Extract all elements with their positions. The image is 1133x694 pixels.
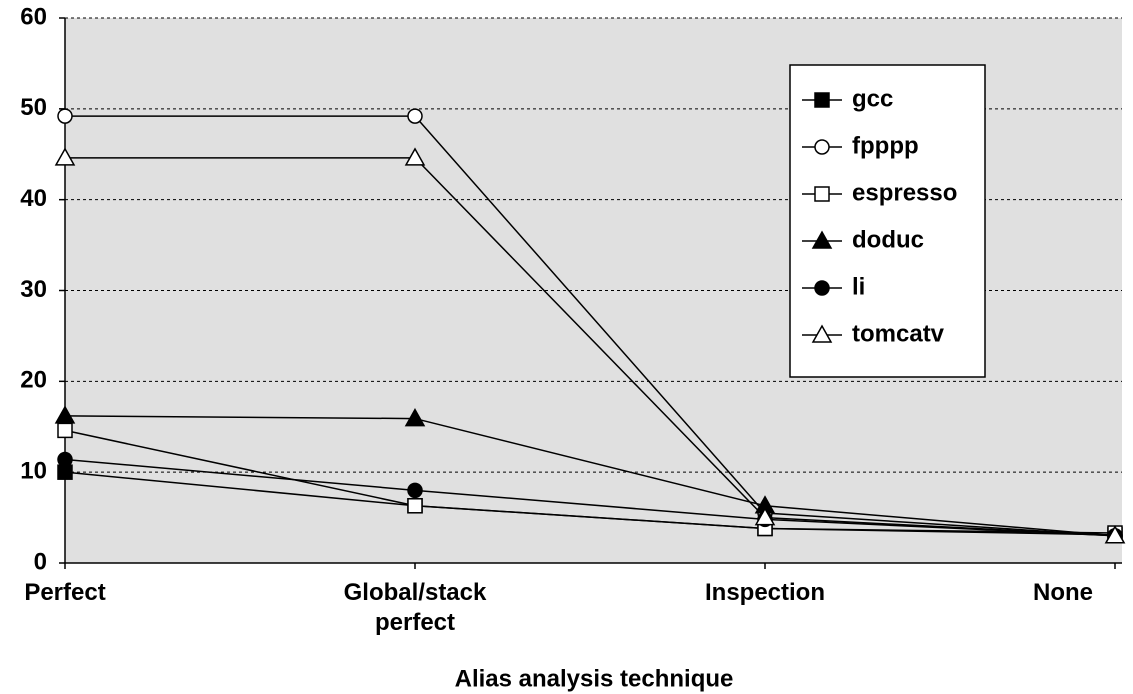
legend-marker <box>814 139 830 155</box>
series-line <box>64 429 1116 534</box>
legend-label: li <box>852 273 865 300</box>
legend-label: doduc <box>852 226 924 253</box>
legend: gcc fpppp espresso doduc li tomcatv <box>789 64 986 378</box>
x-tick-label: Global/stack perfect <box>343 579 487 636</box>
legend-marker <box>814 280 830 296</box>
legend-label: espresso <box>852 179 957 206</box>
y-tick-label: 0 <box>34 548 47 575</box>
point <box>404 408 426 427</box>
y-tick-label: 20 <box>20 367 47 394</box>
point <box>404 147 426 166</box>
x-tick-label: None <box>1033 579 1093 606</box>
y-tick-label: 50 <box>20 94 47 121</box>
series-line <box>65 157 1116 537</box>
legend-marker <box>814 92 830 108</box>
point <box>407 482 423 499</box>
y-tick-label: 10 <box>20 458 47 485</box>
series-line <box>64 458 1116 537</box>
point <box>754 507 776 526</box>
y-tick-label: 60 <box>20 3 47 30</box>
x-axis-title: Alias analysis technique <box>455 665 734 692</box>
point <box>407 108 423 124</box>
point <box>1104 525 1126 544</box>
point <box>54 147 76 166</box>
y-tick-label: 30 <box>20 276 47 303</box>
legend-marker <box>811 324 833 343</box>
legend-label: gcc <box>852 85 893 112</box>
legend-label: tomcatv <box>852 320 945 347</box>
point <box>57 422 73 439</box>
legend-marker <box>811 230 833 249</box>
series-line <box>64 415 1116 537</box>
x-tick-label: Inspection <box>704 579 825 606</box>
point <box>54 405 76 424</box>
legend-label: fpppp <box>852 132 919 159</box>
series-line <box>65 115 1116 537</box>
point <box>407 498 423 514</box>
legend-marker <box>814 186 830 202</box>
x-tick-label: Perfect <box>24 579 106 606</box>
y-tick-label: 40 <box>20 185 47 212</box>
point <box>57 451 73 468</box>
point <box>57 464 73 480</box>
legend-box <box>789 64 986 378</box>
point <box>57 108 73 124</box>
